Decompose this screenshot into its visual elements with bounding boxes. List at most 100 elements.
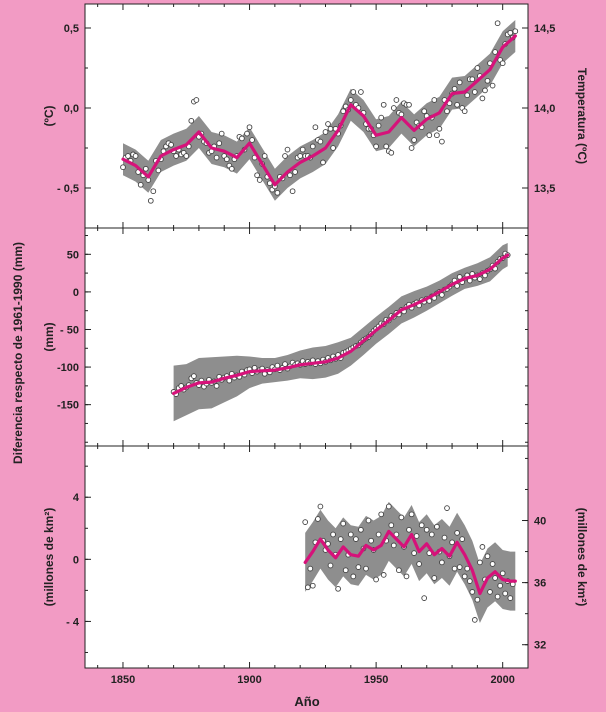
data-point xyxy=(474,65,481,71)
data-point xyxy=(150,188,157,195)
uncertainty-band xyxy=(305,501,516,623)
data-point xyxy=(471,89,478,95)
data-point xyxy=(325,121,331,127)
data-point xyxy=(451,85,458,92)
data-point xyxy=(489,561,496,567)
data-point xyxy=(274,362,281,369)
data-point xyxy=(347,531,354,538)
data-point xyxy=(464,565,471,572)
data-point xyxy=(434,523,440,530)
data-point xyxy=(120,164,126,171)
data-point xyxy=(444,505,450,511)
data-point xyxy=(254,172,260,179)
smoothed-line xyxy=(303,529,517,596)
data-point xyxy=(464,92,471,99)
data-point xyxy=(132,153,139,159)
right-y-tick-label: 32 xyxy=(534,640,546,652)
data-point xyxy=(499,60,506,67)
data-point xyxy=(492,575,498,581)
right-y-tick-label: 14,0 xyxy=(534,103,555,115)
data-point xyxy=(342,567,349,574)
y-tick-label: 4 xyxy=(73,492,80,504)
data-point xyxy=(282,153,288,159)
data-point xyxy=(340,520,347,527)
data-point xyxy=(256,177,263,183)
data-point xyxy=(479,95,486,102)
data-point xyxy=(487,589,493,595)
data-point xyxy=(375,531,382,538)
data-point xyxy=(393,97,400,103)
data-point xyxy=(320,159,326,166)
data-point xyxy=(451,565,458,572)
right-y-tick-label: 14,5 xyxy=(534,23,555,35)
data-point xyxy=(459,536,466,542)
data-point xyxy=(454,101,460,108)
data-point xyxy=(223,156,230,163)
data-point xyxy=(428,531,435,538)
data-point xyxy=(411,550,417,556)
data-point xyxy=(390,542,397,549)
x-tick-label: 1850 xyxy=(111,674,135,686)
data-point xyxy=(469,589,476,595)
data-point xyxy=(191,373,197,379)
data-point xyxy=(474,596,481,603)
data-point xyxy=(461,108,468,115)
data-point xyxy=(406,526,412,533)
data-point xyxy=(471,617,478,623)
data-point xyxy=(330,531,336,538)
data-point xyxy=(244,130,250,137)
data-point xyxy=(477,559,483,566)
data-point xyxy=(421,108,428,115)
data-point xyxy=(282,361,288,367)
data-point xyxy=(403,573,410,580)
data-point xyxy=(479,544,486,550)
data-point xyxy=(317,503,324,510)
data-point xyxy=(502,590,509,597)
data-point xyxy=(418,522,425,529)
data-point xyxy=(173,153,179,159)
data-point xyxy=(466,578,473,584)
data-point xyxy=(309,143,316,150)
data-point xyxy=(385,503,392,510)
data-point xyxy=(168,141,174,148)
y-tick-label: - 0,5 xyxy=(57,183,79,195)
data-point xyxy=(312,124,319,131)
data-point xyxy=(489,82,496,89)
data-point xyxy=(218,130,225,137)
y-tick-label: 0 xyxy=(73,287,79,299)
data-point xyxy=(375,122,382,129)
data-point xyxy=(287,172,293,179)
data-point xyxy=(350,573,357,580)
right-y-tick-label: 36 xyxy=(534,578,546,590)
panel-sea_level: -150 -100 - 50 0 50 (mm) xyxy=(42,227,529,447)
data-point xyxy=(309,582,316,589)
data-point xyxy=(355,564,362,570)
data-point xyxy=(492,49,498,55)
smoothed-line xyxy=(172,253,510,395)
data-point xyxy=(454,530,460,536)
data-point xyxy=(155,167,162,174)
data-point xyxy=(284,146,291,153)
data-point xyxy=(512,28,519,35)
data-point xyxy=(307,565,314,572)
data-point xyxy=(327,562,334,569)
data-point xyxy=(484,77,491,84)
data-point xyxy=(335,585,341,592)
data-point xyxy=(292,169,298,175)
data-point xyxy=(302,519,309,525)
data-point xyxy=(304,584,311,591)
data-point xyxy=(147,197,154,204)
right-y-tick-label: 40 xyxy=(534,516,546,528)
data-point xyxy=(390,105,397,111)
data-point xyxy=(216,140,223,147)
data-point xyxy=(482,87,488,94)
data-point xyxy=(469,76,476,83)
uncertainty-band xyxy=(173,243,508,422)
data-point xyxy=(484,553,491,560)
data-point xyxy=(388,522,395,529)
y-tick-label: -100 xyxy=(57,362,79,374)
data-point xyxy=(396,567,402,574)
data-point xyxy=(297,153,304,159)
x-tick-label: 1950 xyxy=(364,674,388,686)
